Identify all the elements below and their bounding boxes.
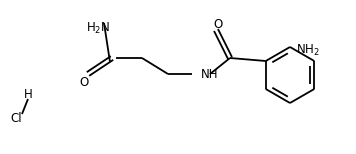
Text: O: O — [213, 18, 222, 30]
Text: NH: NH — [201, 67, 219, 81]
Text: O: O — [79, 75, 89, 89]
Text: NH$_2$: NH$_2$ — [296, 43, 320, 58]
Text: H: H — [23, 89, 32, 101]
Text: H$_2$N: H$_2$N — [86, 20, 110, 36]
Text: Cl: Cl — [10, 111, 22, 124]
